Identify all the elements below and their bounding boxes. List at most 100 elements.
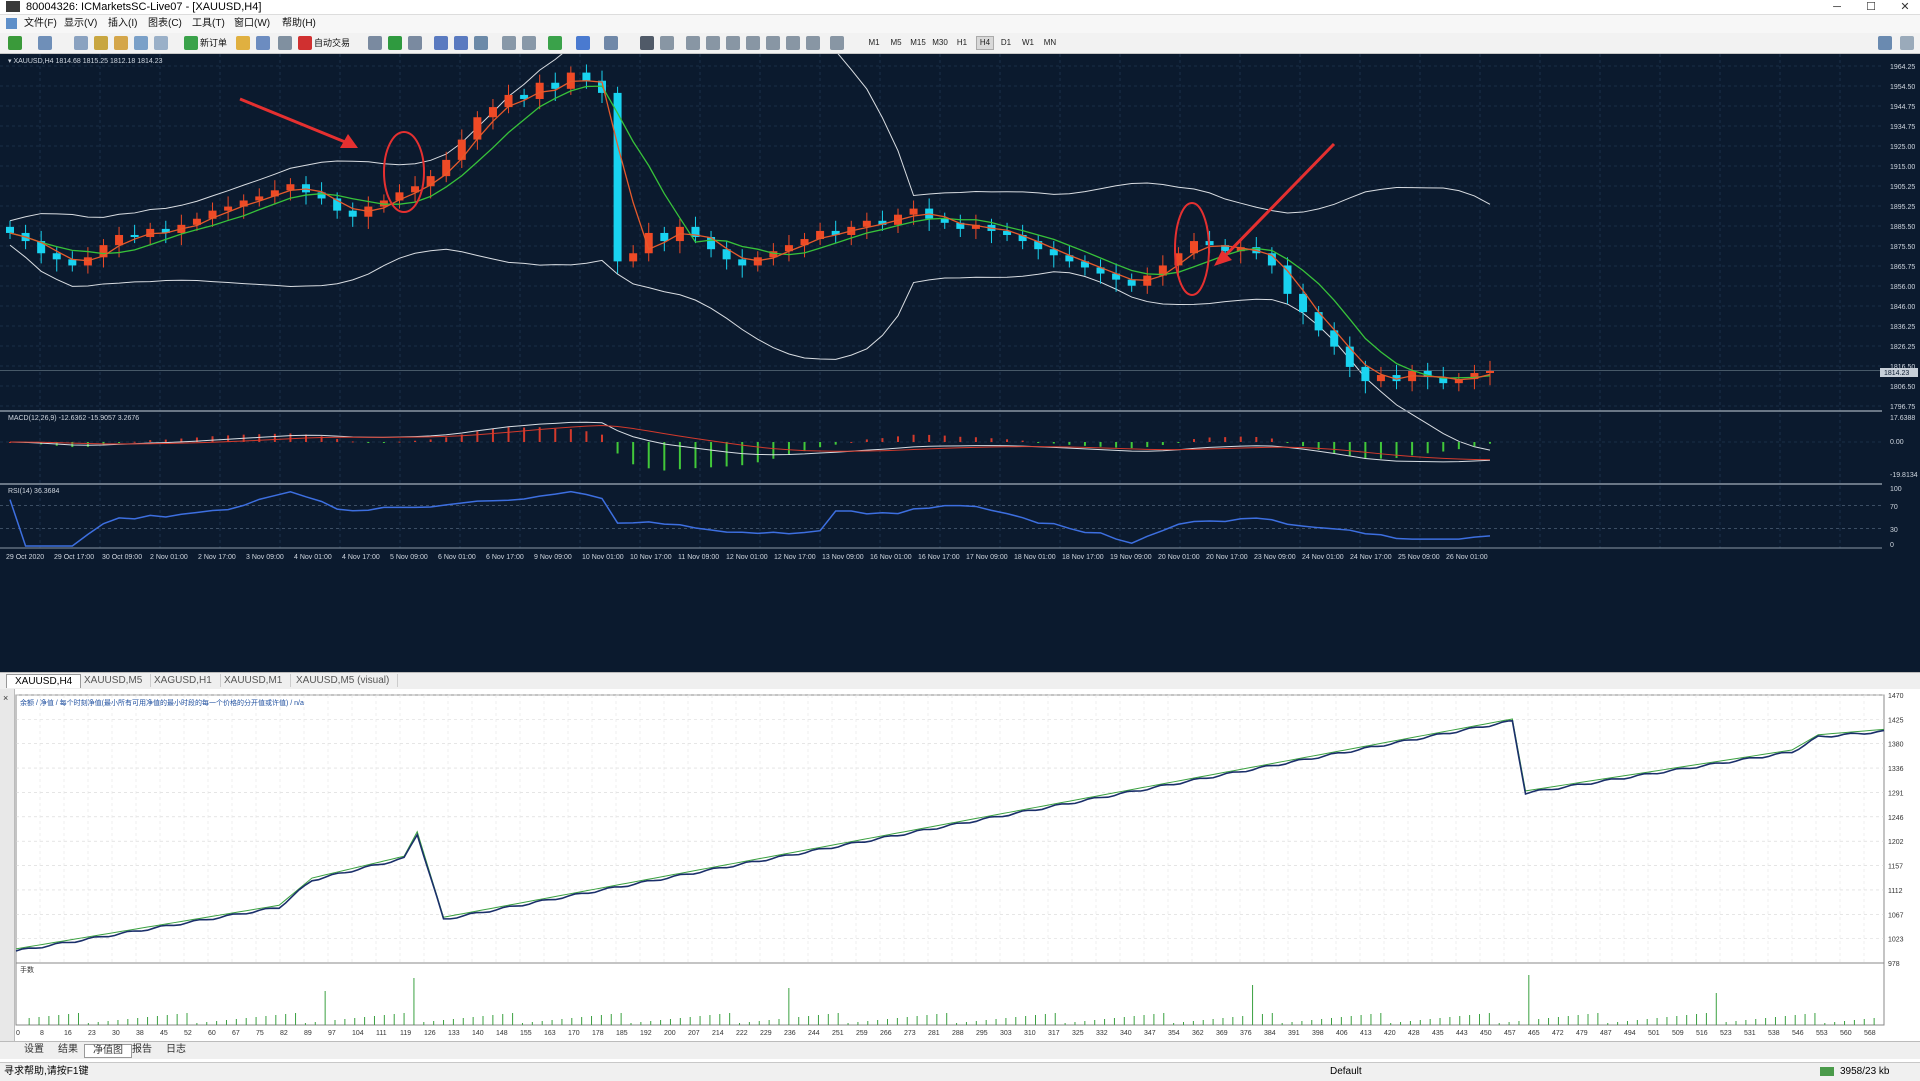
strategy-tester-icon[interactable]: [154, 36, 168, 50]
tab-results[interactable]: 结果: [58, 1044, 78, 1055]
tester-panel: 余额 / 净值 / 每个时刻净值(最小所有可用净值的最小时段的每一个价格的分开值…: [0, 689, 1920, 1044]
candle-body: [115, 234, 124, 246]
new-chart-icon[interactable]: [8, 36, 22, 50]
candle-body: [520, 94, 529, 99]
close-button[interactable]: ✕: [1900, 1, 1910, 13]
metaeditor-icon[interactable]: [236, 36, 250, 50]
arrows-icon[interactable]: [830, 36, 844, 50]
tab-xauusd-m5-visual[interactable]: XAUUSD,M5 (visual): [288, 674, 399, 687]
menu-help[interactable]: 帮助(H): [282, 18, 316, 29]
candle-body: [1174, 253, 1183, 266]
macd-histogram-bar: [1255, 436, 1258, 442]
chart-grid: [0, 54, 1882, 548]
tester-close-icon[interactable]: ×: [3, 693, 9, 703]
candle-body: [488, 107, 497, 118]
profiles-icon[interactable]: [38, 36, 52, 50]
timeframe-h1[interactable]: H1: [956, 38, 968, 47]
channel-icon[interactable]: [746, 36, 760, 50]
auto-trading-icon[interactable]: [298, 36, 312, 50]
equity-x-label: 30: [112, 1030, 120, 1037]
equity-x-label: 148: [496, 1030, 508, 1037]
search-icon[interactable]: [1878, 36, 1892, 50]
tab-xagusd-h1[interactable]: XAGUSD,H1: [146, 674, 221, 687]
candlestick-icon[interactable]: [388, 36, 402, 50]
timeframe-mn[interactable]: MN: [1043, 38, 1057, 47]
timeframe-m5[interactable]: M5: [890, 38, 902, 47]
data-window-icon[interactable]: [94, 36, 108, 50]
time-label: 25 Nov 09:00: [1398, 554, 1440, 561]
zoom-in-icon[interactable]: [434, 36, 448, 50]
timeframe-m15[interactable]: M15: [910, 38, 926, 47]
timeframe-m1[interactable]: M1: [868, 38, 880, 47]
tab-equity-graph[interactable]: 净值图: [84, 1044, 132, 1058]
equity-y-labels: 1470 1425 1380 1336 1291 1246 1202 1157 1112 1067…: [1888, 693, 1904, 968]
horizontal-line-icon[interactable]: [706, 36, 720, 50]
chat-icon[interactable]: [1900, 36, 1914, 50]
chart-shift-icon[interactable]: [502, 36, 516, 50]
menu-insert[interactable]: 插入(I): [108, 18, 138, 29]
macd-histogram-bar: [320, 436, 323, 442]
auto-trading-button[interactable]: 自动交易: [314, 38, 351, 48]
menu-tools[interactable]: 工具(T): [192, 18, 225, 29]
timeframe-h4[interactable]: H4: [976, 36, 994, 50]
macd-histogram-bar: [1037, 442, 1040, 443]
candle-body: [1003, 230, 1012, 235]
terminal-icon[interactable]: [134, 36, 148, 50]
tab-journal[interactable]: 日志: [166, 1044, 186, 1055]
timeframe-d1[interactable]: D1: [1000, 38, 1012, 47]
equity-x-label: 354: [1168, 1030, 1180, 1037]
tab-xauusd-m5[interactable]: XAUUSD,M5: [76, 674, 152, 687]
maximize-button[interactable]: ☐: [1866, 1, 1876, 13]
tile-windows-icon[interactable]: [474, 36, 488, 50]
tab-xauusd-m1[interactable]: XAUUSD,M1: [216, 674, 292, 687]
trendline-icon[interactable]: [726, 36, 740, 50]
price-scale[interactable]: [1882, 54, 1920, 672]
minimize-button[interactable]: ─: [1833, 1, 1841, 13]
indicators-icon[interactable]: [548, 36, 562, 50]
text-label-icon[interactable]: [806, 36, 820, 50]
menu-window[interactable]: 窗口(W): [234, 18, 271, 29]
signals-icon[interactable]: [278, 36, 292, 50]
candle-body: [286, 184, 295, 191]
new-order-button[interactable]: 新订单: [200, 38, 228, 48]
new-order-icon[interactable]: [184, 36, 198, 50]
macd-histogram-bar: [336, 438, 339, 442]
price-chart[interactable]: ▾ XAUUSD,H4 1814.68 1815.25 1812.18 1814…: [0, 54, 1920, 672]
equity-x-label: 465: [1528, 1030, 1540, 1037]
crosshair-icon[interactable]: [660, 36, 674, 50]
macd-histogram-bar: [819, 442, 822, 448]
time-label: 16 Nov 17:00: [918, 554, 960, 561]
equity-x-label: 376: [1240, 1030, 1252, 1037]
fibonacci-icon[interactable]: [766, 36, 780, 50]
bar-chart-icon[interactable]: [368, 36, 382, 50]
periods-icon[interactable]: [576, 36, 590, 50]
candle-body: [738, 259, 747, 266]
candle-body: [644, 232, 653, 254]
macd-histogram-bar: [974, 437, 977, 442]
timeframe-m30[interactable]: M30: [932, 38, 948, 47]
line-chart-icon[interactable]: [408, 36, 422, 50]
equity-x-label: 494: [1624, 1030, 1636, 1037]
tab-xauusd-h4[interactable]: XAUUSD,H4: [6, 674, 82, 688]
auto-scroll-icon[interactable]: [522, 36, 536, 50]
tab-settings[interactable]: 设置: [24, 1044, 44, 1055]
text-tool-icon[interactable]: [786, 36, 800, 50]
templates-icon[interactable]: [604, 36, 618, 50]
menu-file[interactable]: 文件(F): [24, 18, 57, 29]
menu-charts[interactable]: 图表(C): [148, 18, 182, 29]
price-label: 1816.50: [1890, 364, 1915, 371]
macd-histogram-bar: [928, 434, 931, 442]
vertical-line-icon[interactable]: [686, 36, 700, 50]
macd-histogram-bar: [585, 431, 588, 442]
cursor-icon[interactable]: [640, 36, 654, 50]
options-icon[interactable]: [256, 36, 270, 50]
market-watch-icon[interactable]: [74, 36, 88, 50]
zoom-out-icon[interactable]: [454, 36, 468, 50]
menu-view[interactable]: 显示(V): [64, 18, 98, 29]
tab-report[interactable]: 报告: [132, 1044, 152, 1055]
equity-x-label: 155: [520, 1030, 532, 1037]
navigator-icon[interactable]: [114, 36, 128, 50]
candle-body: [52, 253, 61, 260]
candle-body: [1236, 247, 1245, 252]
timeframe-w1[interactable]: W1: [1022, 38, 1034, 47]
